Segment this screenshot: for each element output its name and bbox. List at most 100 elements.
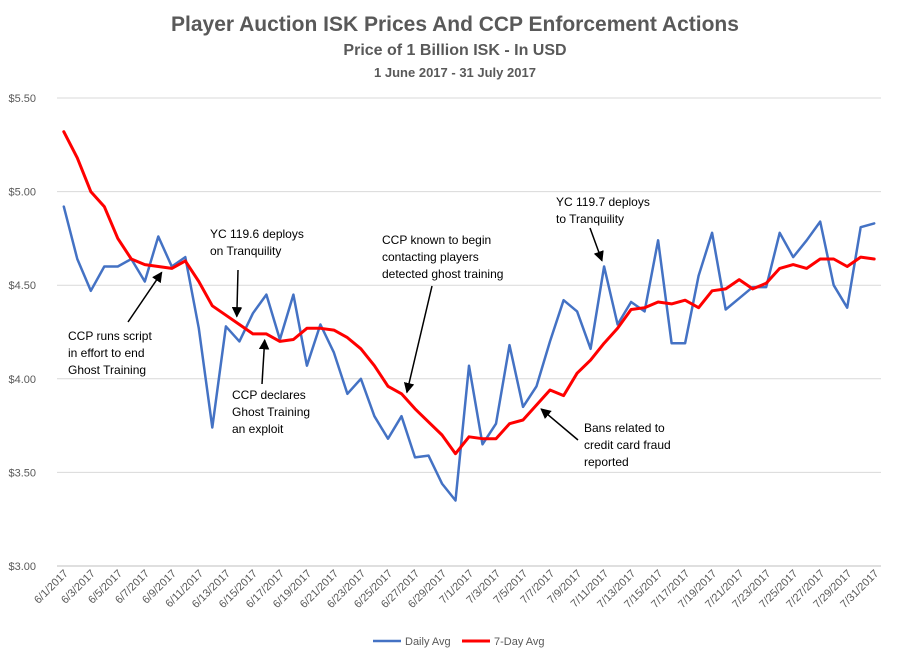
data-point xyxy=(792,263,794,266)
data-point xyxy=(225,314,227,317)
data-point xyxy=(576,372,578,375)
series-7-day-avg xyxy=(62,130,876,456)
data-point xyxy=(495,437,497,440)
data-point xyxy=(670,342,673,345)
data-point xyxy=(427,454,430,457)
annotation-text: YC 119.7 deploys xyxy=(556,195,650,209)
data-point xyxy=(306,327,308,330)
y-axis-tick-labels: $3.00 $3.50 $4.00 $4.50 $5.00 $5.50 xyxy=(8,93,36,573)
data-point xyxy=(144,280,146,283)
data-point xyxy=(333,351,335,354)
data-point xyxy=(90,190,92,193)
annotations: CCP runs script in effort to end Ghost Tra… xyxy=(68,195,671,469)
data-point xyxy=(414,408,416,410)
data-point xyxy=(765,286,767,288)
annotation-arrow xyxy=(589,227,604,262)
data-point xyxy=(657,239,659,242)
data-point xyxy=(211,426,214,429)
data-point xyxy=(738,297,740,300)
data-point xyxy=(144,263,146,266)
chart-title: Player Auction ISK Prices And CCP Enforc… xyxy=(171,13,739,36)
data-point xyxy=(522,419,524,421)
data-point xyxy=(549,389,551,391)
data-point xyxy=(211,305,214,307)
y-tick-label: $4.00 xyxy=(8,374,36,386)
data-point xyxy=(441,434,443,436)
data-point xyxy=(279,340,281,343)
annotation-text: YC 119.6 deploys xyxy=(210,227,304,241)
data-point xyxy=(373,415,376,418)
data-point xyxy=(778,232,781,234)
data-point xyxy=(238,323,241,326)
data-point xyxy=(643,310,646,313)
data-point xyxy=(346,393,349,395)
data-point xyxy=(265,293,268,296)
annotation-yc1196: YC 119.6 deploys on Tranquility xyxy=(210,227,304,318)
data-point xyxy=(400,415,403,418)
data-point xyxy=(819,258,821,260)
data-point xyxy=(76,157,79,159)
data-point xyxy=(198,327,200,330)
data-point xyxy=(832,284,835,287)
data-point xyxy=(333,329,335,331)
data-point xyxy=(846,265,848,268)
data-point xyxy=(630,308,632,311)
data-point xyxy=(103,265,106,268)
data-point xyxy=(576,310,578,313)
data-point xyxy=(157,265,160,268)
data-point xyxy=(765,282,767,285)
data-point xyxy=(819,220,821,223)
data-point xyxy=(130,258,133,260)
annotation-text: to Tranquility xyxy=(556,212,624,226)
data-point xyxy=(846,306,848,309)
data-point xyxy=(589,348,592,350)
annotation-bans: Bans related to credit card fraud reported xyxy=(540,408,671,469)
data-point xyxy=(400,393,403,395)
data-point xyxy=(292,293,295,296)
data-point xyxy=(792,256,794,258)
data-point xyxy=(495,422,497,425)
annotation-text: on Tranquility xyxy=(210,244,281,258)
data-point xyxy=(562,394,565,397)
annotation-arrow xyxy=(403,285,433,394)
data-point xyxy=(832,258,835,260)
annotation-text: CCP known to begin xyxy=(382,233,491,247)
data-point xyxy=(468,436,470,438)
data-point xyxy=(859,256,862,258)
data-point xyxy=(427,421,430,423)
data-point xyxy=(468,364,470,367)
data-point xyxy=(562,299,565,302)
data-point xyxy=(292,338,295,341)
data-point xyxy=(184,260,187,262)
annotation-text: reported xyxy=(584,455,629,469)
y-tick-label: $5.00 xyxy=(8,187,36,199)
annotation-text: credit card fraud xyxy=(584,438,671,452)
data-point xyxy=(643,306,646,309)
data-point xyxy=(859,226,862,228)
data-point xyxy=(76,258,79,260)
annotation-text: an exploit xyxy=(232,422,284,436)
data-point xyxy=(198,280,200,283)
annotation-text: CCP declares xyxy=(232,388,306,402)
data-point xyxy=(873,258,875,260)
data-point xyxy=(157,235,160,238)
data-point xyxy=(738,278,740,281)
data-point xyxy=(616,323,619,326)
data-point xyxy=(103,205,106,208)
legend: Daily Avg 7-Day Avg xyxy=(373,636,545,648)
y-tick-label: $5.50 xyxy=(8,93,36,105)
data-point xyxy=(360,348,362,350)
chart-date-range: 1 June 2017 - 31 July 2017 xyxy=(374,65,536,80)
data-point xyxy=(549,340,551,343)
annotation-yc1197: YC 119.7 deploys to Tranquility xyxy=(556,195,650,262)
data-point xyxy=(63,205,65,208)
data-point xyxy=(535,404,538,406)
data-point xyxy=(724,288,727,290)
y-tick-label: $3.50 xyxy=(8,467,36,479)
annotation-text: detected ghost training xyxy=(382,267,503,281)
data-point xyxy=(319,323,322,326)
data-point xyxy=(454,499,457,502)
data-point xyxy=(711,290,713,292)
annotation-text: CCP runs script xyxy=(68,329,152,343)
